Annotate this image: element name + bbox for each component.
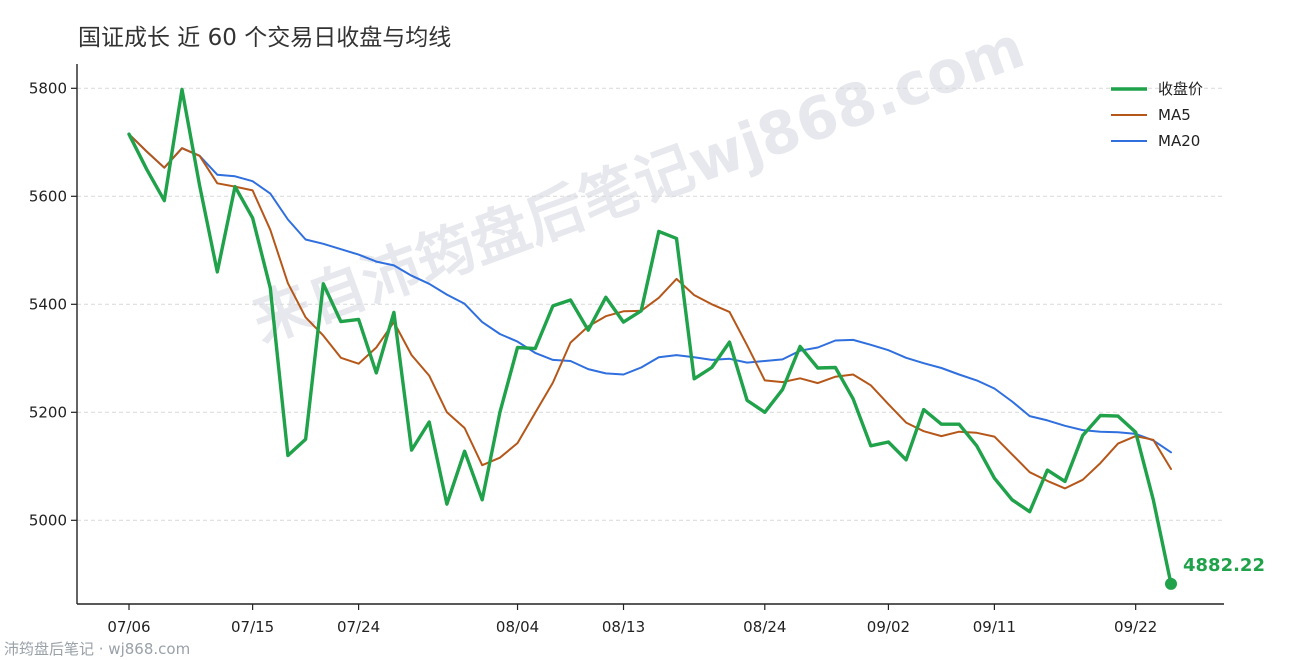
x-tick-label: 08/24	[743, 618, 786, 636]
chart-title: 国证成长 近 60 个交易日收盘与均线	[78, 25, 452, 51]
watermark-corner: 沛筠盘后笔记 · wj868.com	[4, 640, 191, 658]
x-tick-label: 07/24	[337, 618, 380, 636]
series-line-close	[127, 87, 1173, 586]
legend-label-ma5: MA5	[1158, 106, 1191, 124]
y-tick-label: 5800	[29, 79, 67, 97]
y-tick-label: 5000	[29, 511, 67, 529]
x-tick-label: 07/15	[231, 618, 274, 636]
last-close-label: 4882.22	[1183, 555, 1265, 576]
x-tick-label: 09/22	[1114, 618, 1157, 636]
annotations: 4882.22	[1165, 555, 1265, 590]
y-tick-label: 5600	[29, 187, 67, 205]
x-tick-label: 08/13	[602, 618, 645, 636]
last-close-point	[1165, 577, 1177, 590]
y-tick-label: 5400	[29, 295, 67, 313]
x-tick-label: 08/04	[496, 618, 539, 636]
x-tick-label: 09/11	[973, 618, 1016, 636]
axis-ticks: 5000 5200 5400 5600 5800 07/06 07/15 07/24 08/04…	[29, 79, 1157, 636]
x-tick-label: 09/02	[867, 618, 910, 636]
series-line-ma5	[128, 133, 1172, 490]
legend-label-close: 收盘价	[1158, 80, 1203, 98]
series-line-ma20	[128, 133, 1172, 454]
x-tick-label: 07/06	[107, 618, 150, 636]
y-tick-label: 5200	[29, 403, 67, 421]
grid-lines	[77, 87, 1224, 521]
legend: 收盘价 MA5 MA20	[1111, 80, 1203, 150]
series-lines	[127, 87, 1173, 586]
legend-label-ma20: MA20	[1158, 132, 1200, 150]
